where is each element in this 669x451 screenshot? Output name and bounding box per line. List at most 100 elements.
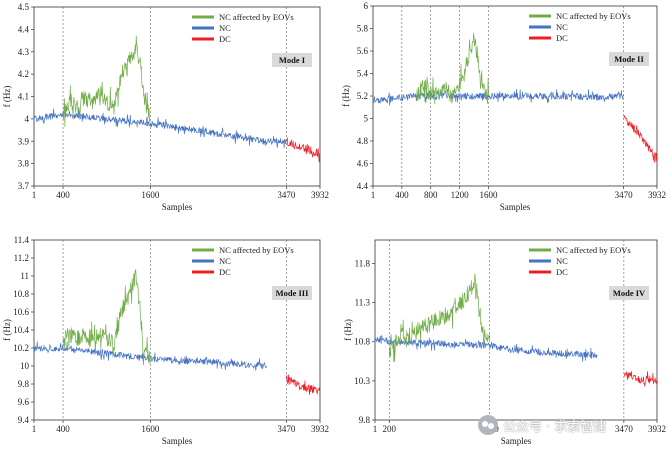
x-tick-label: 400 bbox=[56, 424, 70, 434]
plot-frame bbox=[374, 239, 658, 421]
watermark-text: 公众号 · 求索智建 bbox=[503, 419, 607, 435]
x-tick-label: 400 bbox=[56, 190, 70, 200]
mode-label: Mode IV bbox=[613, 288, 646, 298]
x-axis-label: Samples bbox=[500, 202, 531, 212]
y-axis-label: f (Hz) bbox=[2, 86, 12, 108]
legend-entry: DC bbox=[556, 33, 568, 43]
x-tick-label: 1600 bbox=[141, 190, 160, 200]
x-tick-label: 3932 bbox=[311, 424, 329, 434]
y-tick-label: 6 bbox=[364, 1, 369, 11]
y-axis-label: f (Hz) bbox=[2, 319, 12, 341]
y-tick-label: 10.2 bbox=[13, 343, 29, 353]
series-line-dc bbox=[623, 115, 658, 163]
series-line-nc bbox=[33, 341, 268, 371]
y-tick-label: 9.8 bbox=[359, 415, 371, 425]
y-tick-label: 10 bbox=[20, 361, 30, 371]
x-axis-label: Samples bbox=[162, 436, 193, 446]
y-tick-label: 9.8 bbox=[18, 379, 30, 389]
y-tick-label: 4.8 bbox=[357, 136, 369, 146]
y-tick-label: 11 bbox=[20, 271, 29, 281]
mode-label: Mode I bbox=[279, 55, 306, 65]
y-axis-label: f (Hz) bbox=[343, 319, 353, 341]
mode-label-box bbox=[272, 286, 312, 300]
y-tick-label: 5.4 bbox=[357, 69, 369, 79]
legend-entry: NC bbox=[219, 23, 231, 33]
x-tick-label: 3470 bbox=[615, 190, 634, 200]
y-tick-label: 3.9 bbox=[18, 136, 30, 146]
y-tick-label: 4.4 bbox=[18, 24, 30, 34]
plot-frame bbox=[33, 239, 321, 421]
legend-entry: DC bbox=[219, 34, 231, 44]
y-tick-label: 5.2 bbox=[357, 91, 368, 101]
y-tick-label: 11.3 bbox=[355, 298, 371, 308]
wechat-icon bbox=[478, 415, 498, 435]
series-line-dc bbox=[623, 370, 658, 387]
legend-entry: NC bbox=[556, 256, 568, 266]
legend-entry: NC affected by EOVs bbox=[219, 245, 294, 255]
y-tick-label: 5.8 bbox=[357, 24, 369, 34]
x-tick-label: 800 bbox=[424, 190, 438, 200]
x-tick-label: 1 bbox=[373, 424, 378, 434]
series-line-dc bbox=[286, 137, 321, 163]
y-tick-label: 4.2 bbox=[18, 69, 29, 79]
x-tick-label: 1600 bbox=[480, 190, 499, 200]
mode-2-panel: 4.4 4.6 4.8 5 5.2 5.4 5.6 5.8 6 1 400 800 1200 1600 34… bbox=[341, 1, 666, 212]
y-tick-label: 10.4 bbox=[13, 325, 29, 335]
mode-label-box bbox=[609, 52, 649, 66]
legend-entry: NC bbox=[219, 256, 231, 266]
plot-frame bbox=[33, 6, 321, 187]
legend-entry: NC affected by EOVs bbox=[219, 12, 294, 22]
x-tick-label: 1200 bbox=[451, 190, 470, 200]
mode-4-panel: 9.810.310.811.311.81200160034703932Sampl… bbox=[343, 239, 666, 446]
mode-3-panel: 9.4 9.6 9.8 10 10.2 10.4 10.6 10.8 11 11.2 11.4 1 40… bbox=[2, 235, 329, 446]
mode-label-box bbox=[272, 53, 312, 67]
y-tick-label: 3.8 bbox=[18, 159, 30, 169]
y-tick-label: 10.6 bbox=[13, 307, 29, 317]
series-line-nc bbox=[33, 108, 287, 149]
series-line-nc-eov bbox=[388, 273, 491, 363]
y-tick-label: 10.8 bbox=[354, 337, 370, 347]
x-tick-label: 400 bbox=[395, 190, 409, 200]
y-tick-label: 5.6 bbox=[357, 46, 369, 56]
y-tick-label: 4 bbox=[25, 114, 30, 124]
x-axis-label: Samples bbox=[162, 202, 193, 212]
series-line-nc-eov bbox=[62, 35, 151, 128]
watermark: 公众号 · 求索智建 bbox=[478, 412, 664, 438]
mode-label: Mode III bbox=[276, 288, 310, 298]
legend-entry: DC bbox=[219, 267, 231, 277]
x-tick-label: 3470 bbox=[615, 424, 634, 434]
x-axis-label: Samples bbox=[501, 436, 532, 446]
mode-label-box bbox=[609, 286, 649, 300]
y-tick-label: 11.2 bbox=[14, 253, 29, 263]
y-tick-label: 10.3 bbox=[354, 376, 370, 386]
x-tick-label: 3470 bbox=[277, 424, 296, 434]
x-tick-label: 1 bbox=[371, 190, 376, 200]
x-tick-label: 3470 bbox=[277, 190, 296, 200]
x-tick-label: 1600 bbox=[141, 424, 160, 434]
legend-entry: DC bbox=[556, 267, 568, 277]
y-tick-label: 4.6 bbox=[357, 159, 369, 169]
y-tick-label: 5 bbox=[364, 114, 369, 124]
series-line-nc bbox=[374, 335, 598, 362]
y-tick-label: 11.4 bbox=[14, 235, 30, 245]
series-line-nc-eov bbox=[62, 269, 151, 366]
y-tick-label: 11.8 bbox=[355, 258, 371, 268]
x-tick-label: 3932 bbox=[648, 424, 666, 434]
y-tick-label: 4.3 bbox=[18, 47, 30, 57]
legend-entry: NC affected by EOVs bbox=[556, 11, 631, 21]
legend-entry: NC affected by EOVs bbox=[556, 245, 631, 255]
y-tick-label: 4.5 bbox=[18, 2, 30, 12]
series-line-dc bbox=[286, 374, 321, 396]
x-tick-label: 3932 bbox=[648, 190, 666, 200]
y-tick-label: 10.8 bbox=[13, 289, 29, 299]
mode-label: Mode II bbox=[614, 54, 644, 64]
x-tick-label: 1 bbox=[32, 190, 37, 200]
y-tick-label: 9.6 bbox=[18, 397, 30, 407]
mode-1-panel: 3.7 3.8 3.9 4 4.1 4.2 4.3 4.4 4.5 1 400 1600 3470 393… bbox=[2, 2, 329, 212]
series-line-nc bbox=[372, 88, 624, 106]
y-tick-label: 4.1 bbox=[18, 92, 29, 102]
x-tick-label: 3932 bbox=[311, 190, 329, 200]
y-tick-label: 4.4 bbox=[357, 181, 369, 191]
y-tick-label: 9.4 bbox=[18, 415, 30, 425]
